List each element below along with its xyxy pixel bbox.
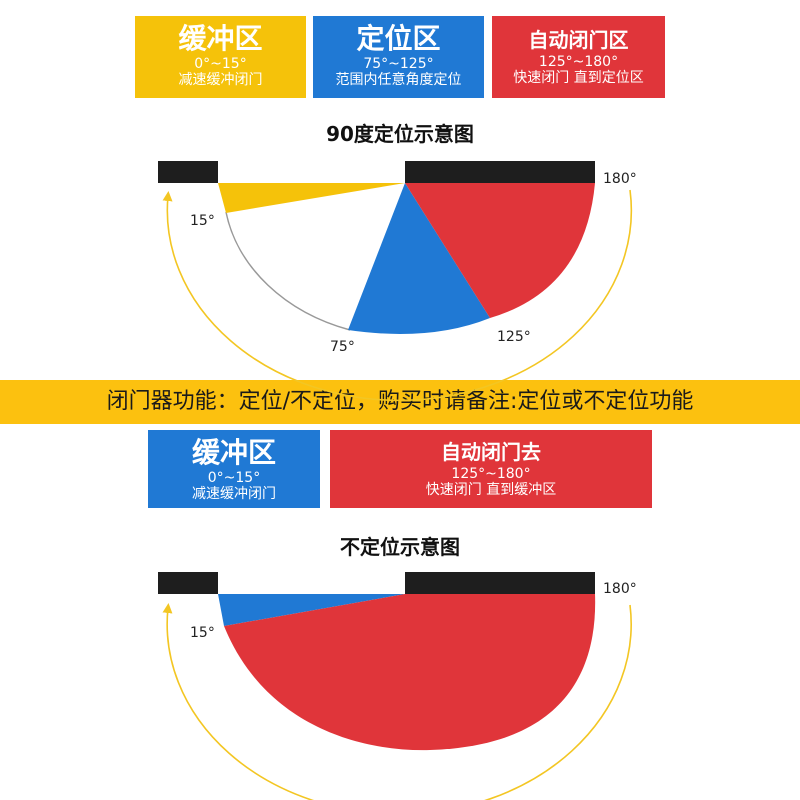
zone-positioning-desc: 范围内任意角度定位 [335, 72, 462, 88]
zone-buffer-title: 缓冲区 [178, 22, 263, 55]
zone-buffer-2-range: 0°~15° [207, 470, 261, 486]
diagram2: 180° 15° [158, 572, 637, 800]
zone-auto-close-2-desc: 快速闭门 直到缓冲区 [425, 482, 557, 498]
diagram2-frame-right [405, 572, 595, 594]
zone-buffer: 缓冲区 0°~15° 减速缓冲闭门 [135, 16, 306, 98]
diagram2-buffer-sector [218, 594, 405, 626]
diagram1-title: 90度定位示意图 [326, 122, 474, 146]
diagram2-frame-left [158, 572, 218, 594]
diagram2-label-15: 15° [190, 625, 215, 641]
diagram2-auto-close-sector [224, 594, 596, 751]
zone-auto-close-2: 自动闭门去 125°~180° 快速闭门 直到缓冲区 [330, 430, 652, 508]
zone-auto-close: 自动闭门区 125°~180° 快速闭门 直到定位区 [492, 16, 665, 98]
zone-buffer-2: 缓冲区 0°~15° 减速缓冲闭门 [148, 430, 320, 508]
diagram1-frame-right [405, 161, 595, 183]
diagram2-label-180: 180° [603, 581, 637, 597]
diagram1-arrow-arc [162, 189, 633, 402]
diagram1-label-15: 15° [190, 213, 215, 229]
zone-buffer-2-desc: 减速缓冲闭门 [192, 486, 276, 502]
diagram1-auto-close-sector [405, 183, 595, 318]
function-banner: 闭门器功能：定位/不定位，购买时请备注:定位或不定位功能 [0, 380, 800, 424]
zone-buffer-range: 0°~15° [194, 56, 247, 72]
diagram1: 180° 15° 75° 125° [158, 161, 637, 402]
zone-positioning: 定位区 75°~125° 范围内任意角度定位 [313, 16, 484, 98]
diagram1-frame-left [158, 161, 218, 183]
diagram1-positioning-sector [348, 183, 490, 334]
diagram2-arrow-arc [162, 603, 632, 800]
zone-auto-close-desc: 快速闭门 直到定位区 [513, 70, 644, 86]
zone-positioning-title: 定位区 [356, 22, 441, 55]
zone-buffer-2-title: 缓冲区 [191, 436, 276, 469]
diagram1-buffer-sector [218, 183, 405, 213]
diagram2-title: 不定位示意图 [340, 535, 460, 559]
zone-auto-close-2-range: 125°~180° [451, 466, 531, 482]
diagram1-outline-arc [225, 211, 351, 331]
zone-positioning-range: 75°~125° [363, 56, 434, 72]
zone-auto-close-range: 125°~180° [538, 54, 619, 70]
diagram1-label-125: 125° [497, 329, 531, 345]
zone-auto-close-title: 自动闭门区 [528, 28, 629, 52]
diagram1-label-180: 180° [603, 171, 637, 187]
zone-auto-close-2-title: 自动闭门去 [441, 440, 541, 464]
zone-buffer-desc: 减速缓冲闭门 [178, 72, 263, 88]
diagram1-label-75: 75° [330, 339, 355, 355]
